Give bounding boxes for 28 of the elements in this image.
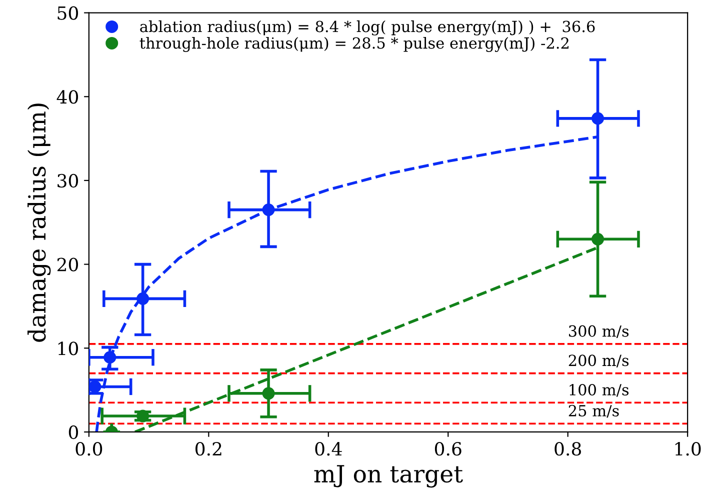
y-axis-title: damage radius (μm) [27,104,51,342]
y-tick-label: 0 [68,425,78,440]
legend-label: through-hole radius(μm) = 28.5 * pulse energy(mJ) -2.2 [140,36,568,52]
legend-label: ablation radius(μm) = 8.4 * log( pulse energy(mJ) ) + 36.6 [140,20,595,36]
y-tick-label: 10 [58,342,78,356]
point [592,112,604,125]
point [136,292,150,305]
x-tick-label: 1.0 [675,442,701,456]
x-tick-label: 0.0 [76,442,102,456]
ref-line-label: 100 m/s [570,384,629,397]
x-axis-title: mJ on target [314,465,463,488]
point [592,232,604,246]
x-tick-label: 0.2 [195,442,222,456]
ref-line-label: 25 m/s [568,404,619,418]
ref-line-label: 300 m/s [569,325,629,338]
point [136,410,150,422]
x-tick-label: 0.8 [554,442,581,456]
ref-line-label: 200 m/s [568,354,629,368]
x-tick-label: 0.4 [315,442,342,456]
y-tick-label: 30 [58,174,78,188]
point [262,387,275,400]
y-tick-label: 20 [57,258,78,272]
point [104,351,116,364]
point [88,380,102,393]
point [262,204,275,216]
y-tick-label: 40 [56,90,78,104]
x-tick-label: 0.6 [434,442,462,456]
y-tick-label: 50 [58,6,78,20]
